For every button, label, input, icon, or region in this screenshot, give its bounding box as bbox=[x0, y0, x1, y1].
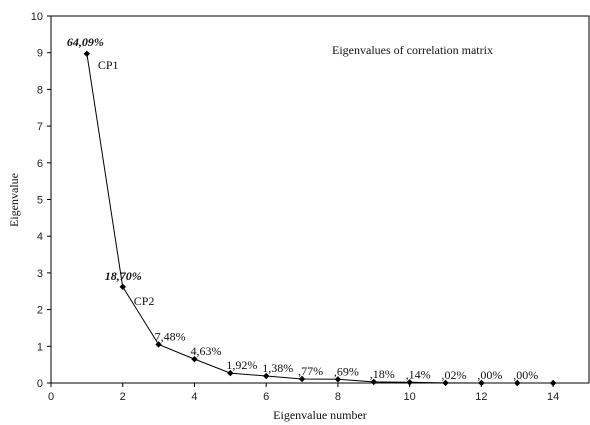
percent-label: 7,48% bbox=[155, 329, 186, 343]
x-tick-label: 6 bbox=[263, 391, 269, 403]
data-point bbox=[406, 379, 413, 386]
percent-label: ,77% bbox=[298, 364, 323, 378]
x-tick-label: 10 bbox=[404, 391, 416, 403]
y-tick-label: 0 bbox=[37, 378, 43, 390]
plot-frame bbox=[50, 15, 590, 384]
percent-label: 1,38% bbox=[262, 361, 293, 375]
x-tick-label: 2 bbox=[120, 391, 126, 403]
data-point bbox=[83, 50, 91, 58]
series-group bbox=[83, 50, 557, 387]
data-point bbox=[191, 355, 198, 363]
x-tick-label: 0 bbox=[48, 391, 54, 403]
percent-label: 18,70% bbox=[105, 269, 142, 283]
x-tick-label: 12 bbox=[475, 391, 487, 403]
y-tick-label: 5 bbox=[37, 195, 43, 207]
percent-label: 4,63% bbox=[190, 344, 221, 358]
y-tick-label: 10 bbox=[31, 11, 43, 23]
percent-label: ,00% bbox=[513, 368, 538, 382]
data-point bbox=[442, 379, 449, 387]
data-point bbox=[370, 378, 377, 386]
x-tick-label: 4 bbox=[191, 391, 197, 403]
percent-label: ,00% bbox=[477, 368, 502, 382]
data-point bbox=[514, 379, 521, 387]
component-label: CP2 bbox=[134, 294, 155, 308]
data-point bbox=[155, 341, 162, 348]
data-point bbox=[549, 379, 557, 387]
x-axis-title: Eigenvalue number bbox=[273, 408, 367, 422]
percent-label: ,69% bbox=[334, 364, 359, 378]
y-tick-label: 2 bbox=[37, 305, 43, 317]
x-tick-label: 8 bbox=[335, 391, 341, 403]
y-tick-label: 1 bbox=[37, 341, 43, 353]
data-point bbox=[263, 372, 270, 380]
percent-label: ,14% bbox=[406, 367, 431, 381]
data-point bbox=[478, 379, 485, 387]
y-tick-label: 4 bbox=[37, 231, 43, 243]
component-label: CP1 bbox=[98, 58, 119, 72]
data-point bbox=[334, 376, 342, 383]
y-tick-label: 7 bbox=[37, 121, 43, 133]
percent-label: ,18% bbox=[370, 367, 395, 381]
data-point bbox=[119, 283, 126, 291]
x-tick-label: 14 bbox=[547, 391, 559, 403]
percent-label: ,02% bbox=[442, 368, 467, 382]
percent-label: 64,09% bbox=[67, 35, 104, 49]
series-line bbox=[86, 53, 554, 384]
percent-label: 1,92% bbox=[226, 358, 257, 372]
y-tick-label: 8 bbox=[37, 84, 43, 96]
y-tick-label: 6 bbox=[37, 158, 43, 170]
label-group: 64,09% 18,70% 7,48% 4,63% 1,92% 1,38% ,77% ,69%… bbox=[67, 35, 538, 382]
chart-title: Eigenvalues of correlation matrix bbox=[332, 43, 493, 57]
data-point bbox=[298, 375, 306, 383]
y-tick-label: 9 bbox=[37, 48, 43, 60]
y-axis-title: Eigenvalue bbox=[7, 173, 21, 227]
data-point bbox=[227, 369, 234, 377]
y-tick-label: 3 bbox=[37, 268, 43, 280]
